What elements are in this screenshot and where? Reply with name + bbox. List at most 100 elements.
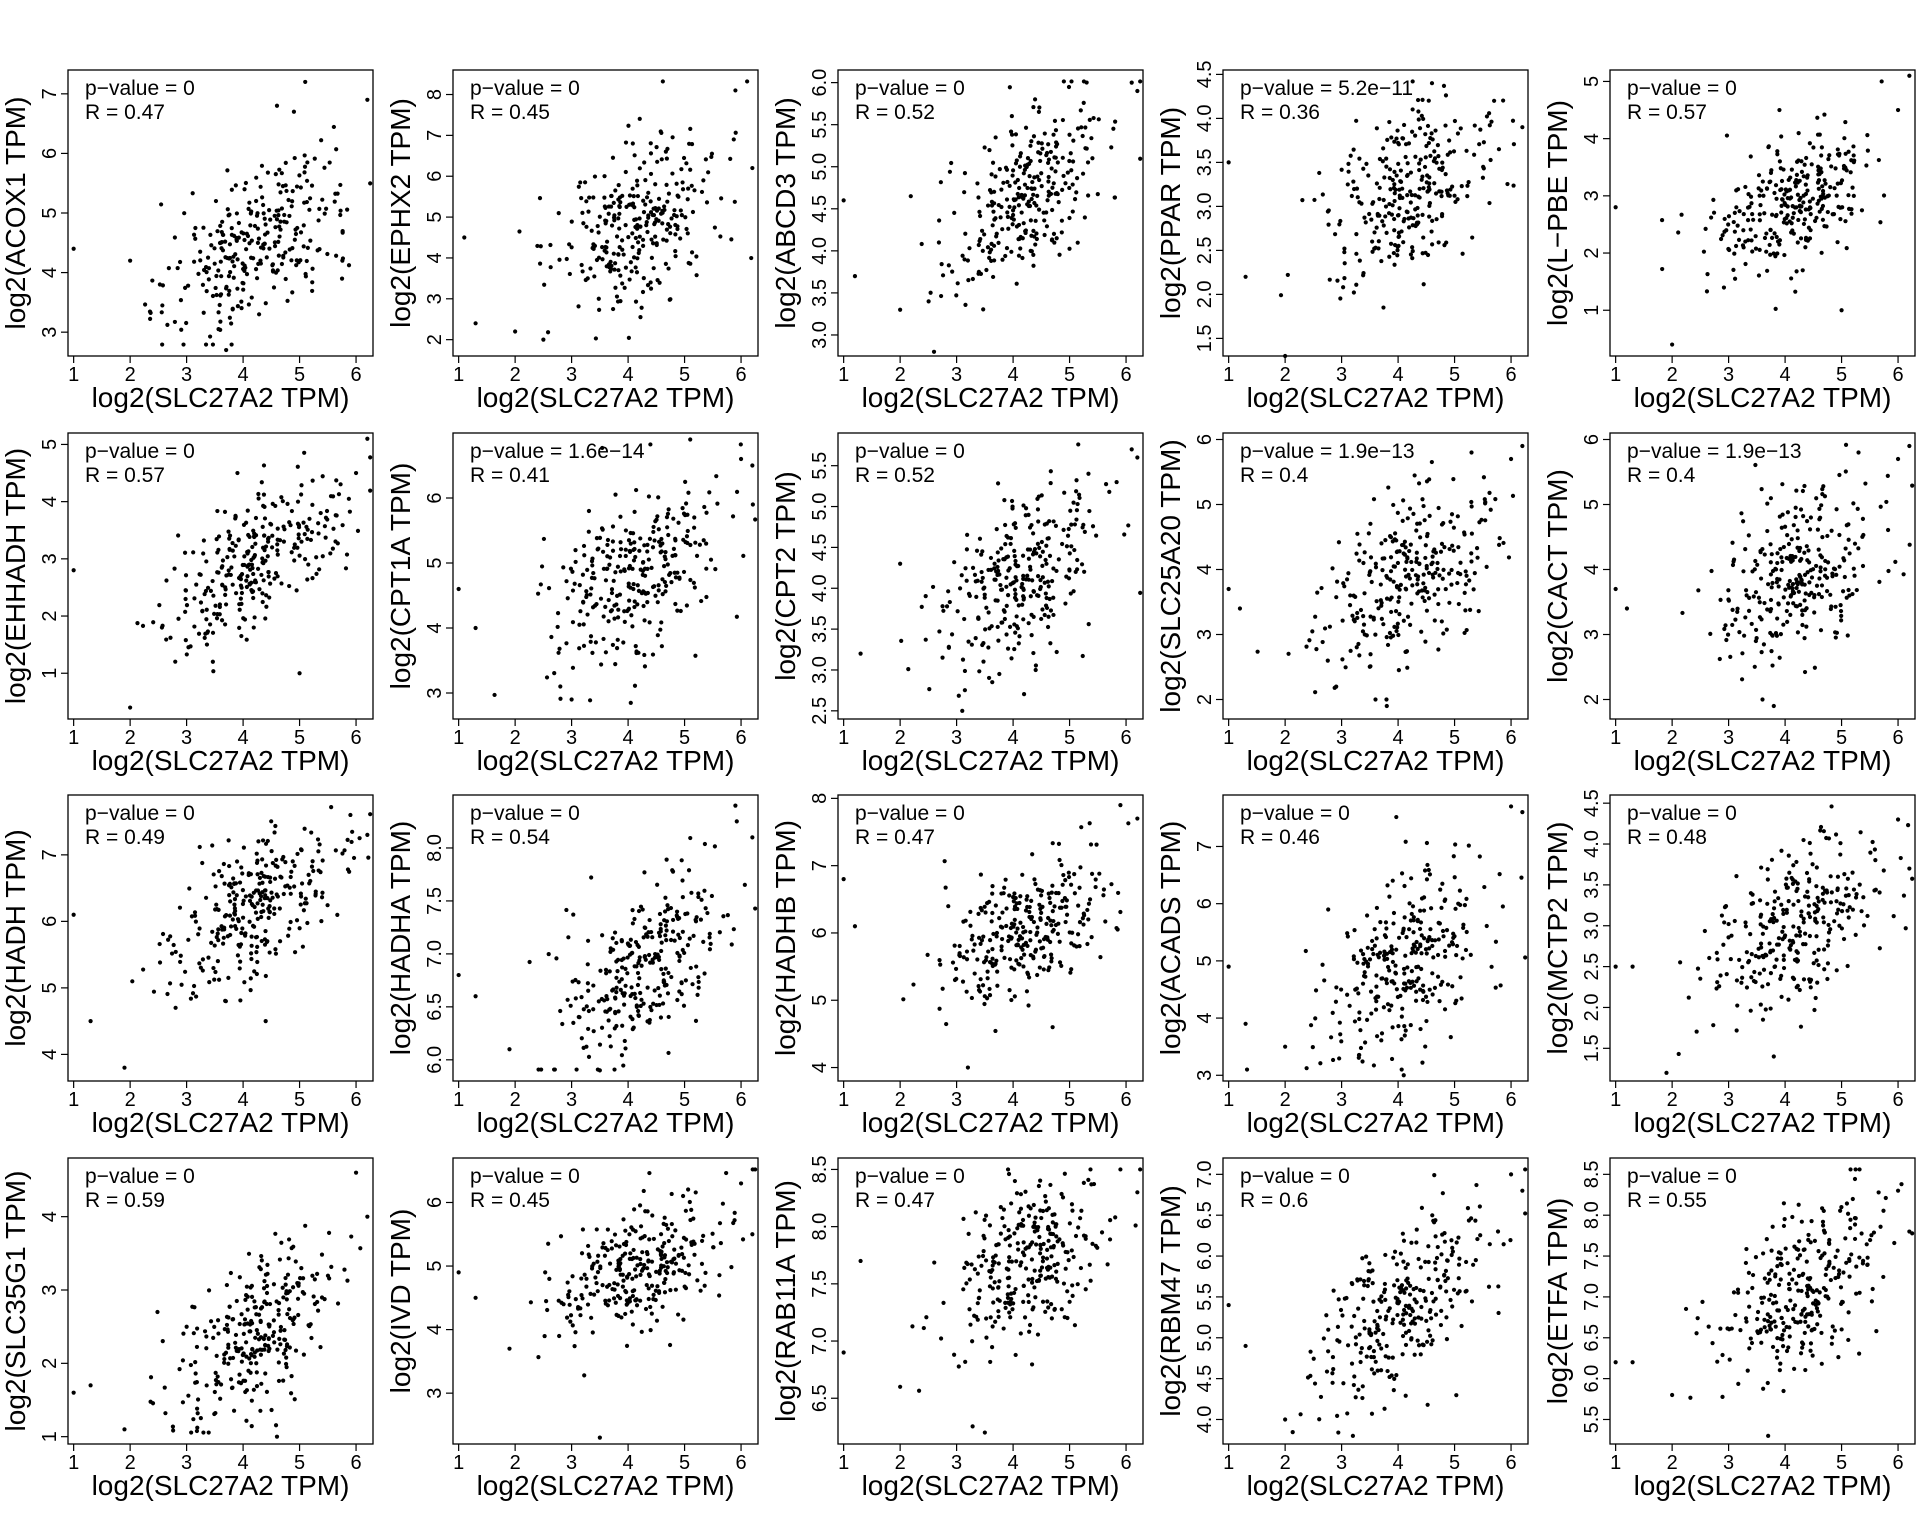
data-point	[1021, 573, 1026, 578]
data-point	[1387, 534, 1393, 539]
data-point	[275, 537, 280, 542]
data-point	[1026, 556, 1031, 561]
data-point	[1019, 210, 1024, 215]
data-point	[1425, 939, 1430, 944]
data-point	[1818, 194, 1823, 199]
data-point	[1356, 1055, 1361, 1060]
data-point	[240, 901, 246, 907]
data-point	[989, 247, 994, 252]
data-point	[232, 264, 237, 269]
data-point	[1356, 991, 1361, 996]
data-point	[236, 220, 241, 226]
data-point	[305, 920, 310, 926]
x-tick-label: 6	[350, 727, 361, 749]
y-tick-label: 1	[1581, 305, 1603, 316]
data-point	[1418, 1026, 1423, 1032]
data-point	[1407, 576, 1412, 581]
data-point	[1865, 913, 1870, 919]
data-point	[999, 546, 1004, 551]
data-point	[1797, 987, 1802, 993]
data-point	[194, 1428, 200, 1434]
data-point	[183, 596, 188, 602]
plot-frame	[1222, 794, 1529, 1082]
data-point	[290, 1285, 296, 1290]
data-point	[1000, 910, 1005, 915]
data-point	[1004, 575, 1009, 580]
data-point	[263, 558, 268, 563]
data-point	[1032, 175, 1037, 180]
data-point	[1624, 606, 1630, 611]
data-point	[670, 553, 675, 558]
data-point	[1333, 999, 1339, 1004]
data-point	[980, 642, 985, 648]
data-point	[221, 935, 226, 940]
data-point	[1021, 503, 1026, 508]
data-point	[242, 263, 247, 268]
data-point	[1328, 1035, 1334, 1040]
data-point	[1012, 197, 1017, 203]
data-point	[669, 974, 674, 980]
data-point	[981, 307, 986, 312]
data-point	[210, 843, 215, 848]
data-point	[750, 502, 755, 507]
data-point	[614, 646, 620, 651]
data-point	[1017, 634, 1022, 639]
data-point	[1806, 225, 1811, 230]
data-point	[1819, 555, 1825, 560]
data-point	[1392, 139, 1397, 144]
data-point	[1048, 149, 1053, 155]
scatter-points	[456, 437, 758, 705]
data-point	[693, 1018, 699, 1023]
data-point	[1506, 555, 1512, 560]
y-tick-label: 6	[1194, 434, 1216, 445]
data-point	[591, 983, 596, 988]
data-point	[1377, 950, 1383, 955]
scatter-points	[71, 805, 373, 1070]
data-point	[284, 220, 289, 225]
data-point	[1044, 595, 1049, 601]
data-point	[1812, 902, 1817, 907]
data-point	[1402, 1023, 1407, 1029]
data-point	[651, 524, 656, 530]
x-tick-label: 3	[1336, 727, 1347, 749]
data-point	[1843, 546, 1848, 551]
data-point	[1072, 891, 1077, 896]
data-point	[1427, 181, 1432, 186]
data-point	[1423, 543, 1428, 548]
data-point	[645, 542, 650, 547]
data-point	[150, 278, 155, 283]
data-point	[1782, 192, 1787, 197]
data-point	[1447, 571, 1452, 576]
data-point	[1021, 692, 1027, 697]
x-tick-label: 4	[1393, 727, 1404, 749]
data-point	[989, 919, 994, 924]
data-point	[272, 906, 277, 911]
data-point	[194, 582, 199, 587]
data-point	[1463, 608, 1468, 613]
data-point	[707, 490, 712, 495]
data-point	[658, 922, 663, 927]
data-point	[1048, 641, 1053, 646]
data-point	[310, 288, 315, 294]
data-point	[1343, 665, 1348, 670]
data-point	[306, 562, 311, 567]
data-point	[1747, 595, 1752, 600]
data-point	[985, 203, 991, 208]
data-point	[578, 180, 583, 185]
data-point	[254, 213, 260, 218]
data-point	[663, 149, 668, 154]
data-point	[1741, 569, 1746, 574]
x-tick-label: 2	[1667, 364, 1678, 386]
data-point	[238, 959, 243, 964]
data-point	[943, 885, 948, 890]
data-point	[964, 949, 970, 954]
data-point	[565, 997, 570, 1002]
data-point	[573, 996, 578, 1001]
data-point	[211, 669, 216, 674]
data-point	[618, 547, 624, 552]
data-point	[223, 602, 229, 607]
data-point	[1774, 957, 1779, 962]
data-point	[1409, 969, 1414, 974]
data-point	[1433, 570, 1438, 575]
